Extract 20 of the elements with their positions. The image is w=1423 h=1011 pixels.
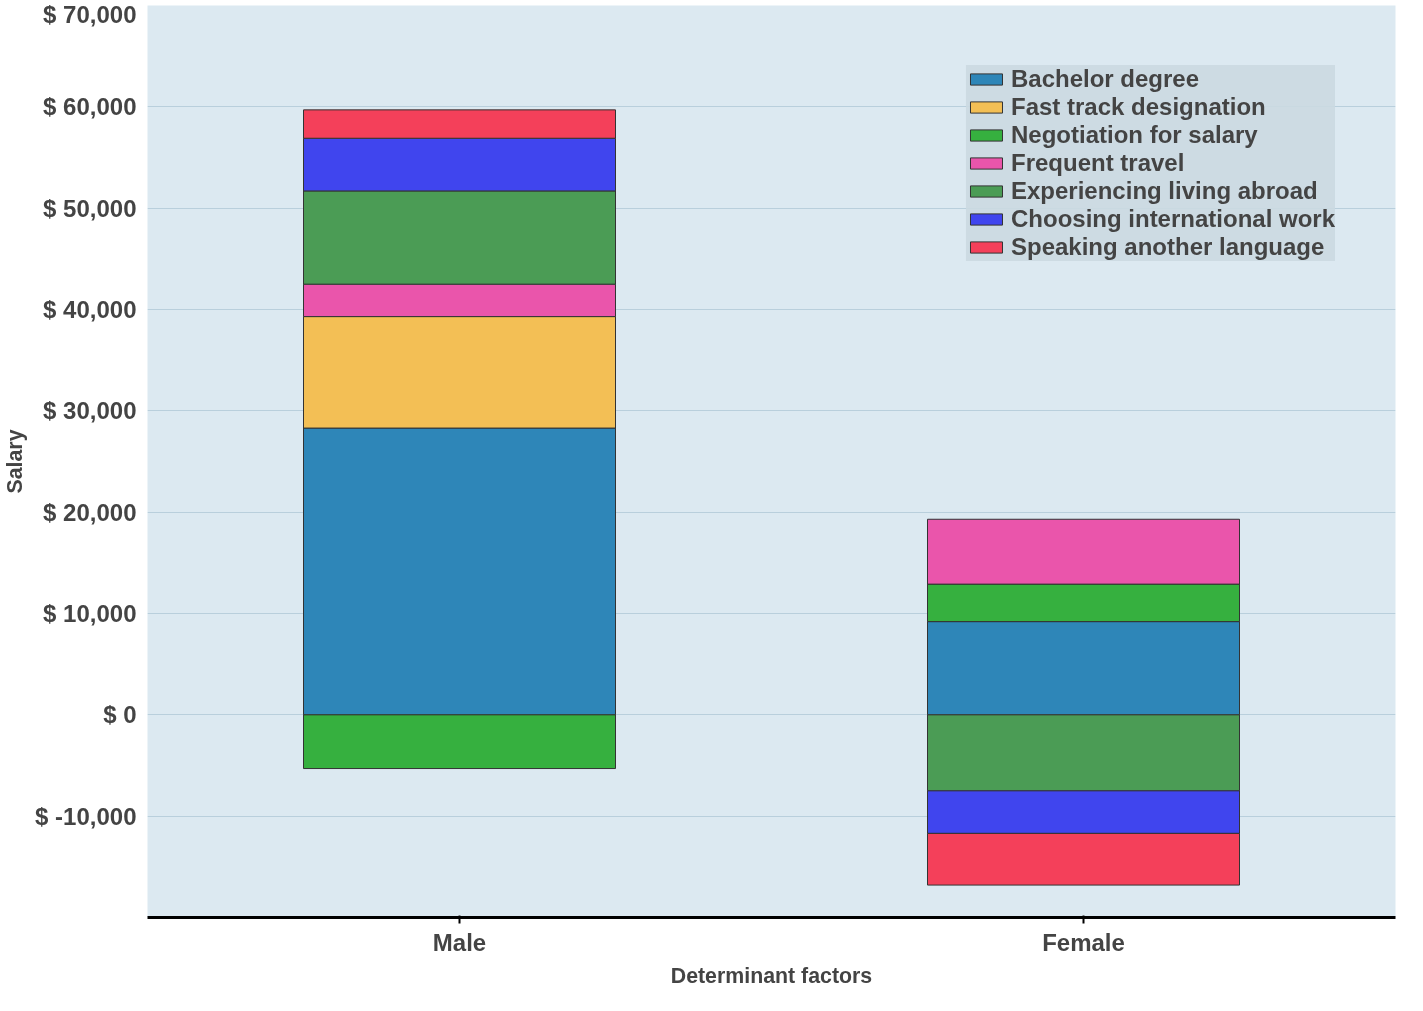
legend-label: Negotiation for salary [1010,121,1258,149]
legend-label: Bachelor degree [1010,65,1200,93]
y-tick-label: $ 70,000 [43,0,137,28]
y-tick-label: $ 10,000 [43,600,137,627]
y-tick-label: $ 30,000 [43,397,137,425]
legend-label: Frequent travel [1010,149,1185,177]
y-axis-title: Salary [3,429,28,494]
x-axis-title: Determinant factors [670,963,873,988]
y-tick-label: $ 0 [103,701,137,729]
y-tick-label: $ 20,000 [43,498,137,526]
legend-label: Speaking another language [1010,233,1325,261]
x-tick-label: Female [1042,928,1125,956]
legend-label: Fast track designation [1010,93,1266,121]
legend-label: Choosing international work [1010,205,1335,233]
y-tick-label: $ 50,000 [43,194,137,222]
y-tick-label: $ 60,000 [43,93,137,121]
x-tick-label: Male [432,928,487,956]
y-tick-label: $ 40,000 [43,296,137,323]
legend-label: Experiencing living abroad [1010,177,1318,205]
y-tick-label: $ -10,000 [35,802,137,830]
